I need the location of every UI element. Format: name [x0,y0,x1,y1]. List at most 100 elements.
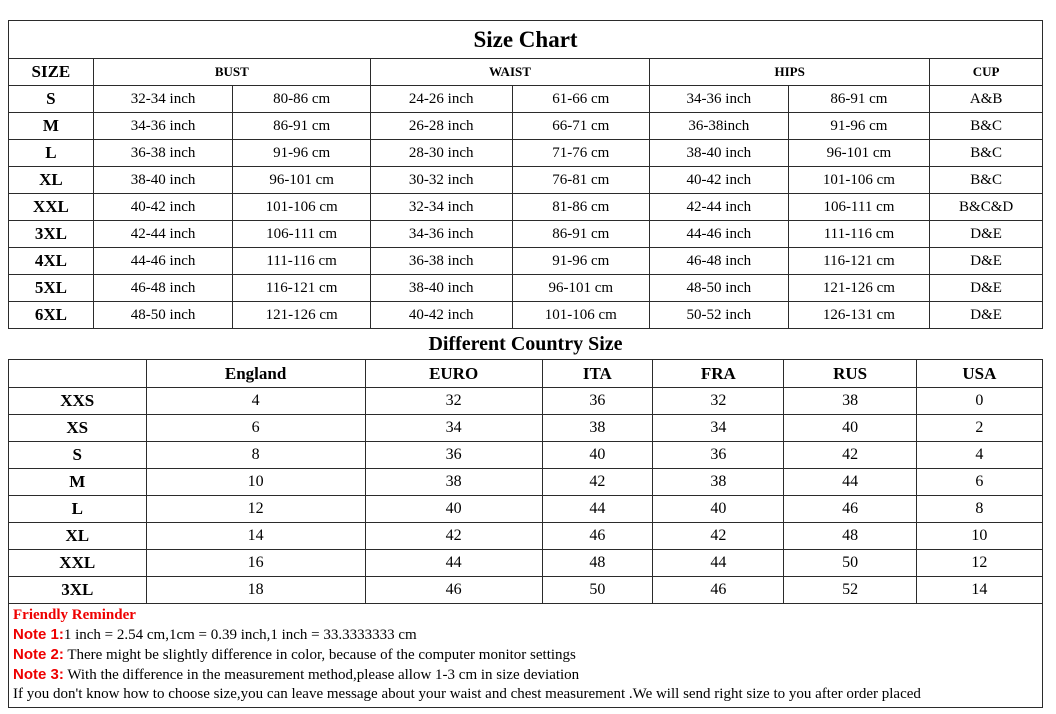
cell-waist_cm: 86-91 cm [511,220,651,248]
table-row: M 10 38 42 38 44 6 [8,468,1044,496]
column-header-cup: CUP [929,58,1043,86]
cell-bust_inch: 34-36 inch [92,112,234,140]
table-row: 3XL 18 46 50 46 52 14 [8,576,1044,604]
cell-value: 48 [541,549,654,577]
cell-waist_inch: 34-36 inch [369,220,513,248]
cell-value: 38 [364,468,543,496]
cell-hips_inch: 46-48 inch [649,247,789,275]
cell-value: 40 [783,414,917,442]
cell-waist_inch: 38-40 inch [369,274,513,302]
cell-size-label: XXS [8,387,147,415]
cell-hips_inch: 34-36 inch [649,85,789,113]
cell-value: 8 [915,495,1044,523]
cell-waist_cm: 76-81 cm [511,166,651,194]
column-header-bust: BUST [92,58,371,86]
table-row: XS 6 34 38 34 40 2 [8,414,1044,442]
cell-hips_cm: 86-91 cm [787,85,931,113]
table-row: 3XL 42-44 inch 106-111 cm 34-36 inch 86-91 c… [8,220,1043,248]
cell-waist_inch: 24-26 inch [369,85,513,113]
cell-cup: B&C&D [929,193,1043,221]
cell-value: 46 [783,495,917,523]
table-row: M 34-36 inch 86-91 cm 26-28 inch 66-71 cm 36-… [8,112,1043,140]
size-chart-table: Size Chart SIZE BUST WAIST HIPS CUP S 32-… [8,20,1043,329]
cell-value: 34 [652,414,785,442]
cell-waist_cm: 66-71 cm [511,112,651,140]
cell-value: 16 [145,549,366,577]
cell-cup: D&E [929,247,1043,275]
column-header-england: England [145,359,366,388]
table-row: 6XL 48-50 inch 121-126 cm 40-42 inch 101-106… [8,301,1043,329]
cell-waist_cm: 101-106 cm [511,301,651,329]
cell-value: 38 [783,387,917,415]
cell-hips_inch: 36-38inch [649,112,789,140]
cell-cup: D&E [929,220,1043,248]
cell-size: 3XL [8,220,94,248]
cell-value: 46 [652,576,785,604]
cell-bust_cm: 106-111 cm [232,220,371,248]
table-row: L 36-38 inch 91-96 cm 28-30 inch 71-76 cm 38-… [8,139,1043,167]
table-row: XL 14 42 46 42 48 10 [8,522,1044,550]
cell-size: M [8,112,94,140]
cell-hips_cm: 111-116 cm [787,220,931,248]
note-text: There might be slightly difference in co… [63,647,576,663]
cell-hips_cm: 116-121 cm [787,247,931,275]
cell-hips_inch: 42-44 inch [649,193,789,221]
cell-value: 46 [541,522,654,550]
cell-waist_cm: 96-101 cm [511,274,651,302]
cell-value: 8 [145,441,366,469]
cell-waist_inch: 32-34 inch [369,193,513,221]
column-header-usa: USA [915,359,1044,388]
cell-waist_inch: 30-32 inch [369,166,513,194]
cell-size-label: XS [8,414,147,442]
cell-value: 36 [541,387,654,415]
cell-bust_inch: 44-46 inch [92,247,234,275]
cell-value: 44 [364,549,543,577]
cell-bust_inch: 32-34 inch [92,85,234,113]
cell-value: 6 [145,414,366,442]
table-row: 5XL 46-48 inch 116-121 cm 38-40 inch 96-101 … [8,274,1043,302]
cell-value: 50 [783,549,917,577]
cell-hips_cm: 96-101 cm [787,139,931,167]
column-header-fra: FRA [652,359,785,388]
table-row: L 12 40 44 40 46 8 [8,495,1044,523]
cell-value: 40 [364,495,543,523]
cell-size-label: XXL [8,549,147,577]
table-row: XXL 40-42 inch 101-106 cm 32-34 inch 81-86 c… [8,193,1043,221]
cell-waist_inch: 26-28 inch [369,112,513,140]
cell-value: 4 [915,441,1044,469]
cell-value: 42 [541,468,654,496]
cell-hips_inch: 50-52 inch [649,301,789,329]
cell-value: 0 [915,387,1044,415]
table-row: S 8 36 40 36 42 4 [8,441,1044,469]
cell-value: 14 [915,576,1044,604]
cell-bust_cm: 80-86 cm [232,85,371,113]
cell-size: L [8,139,94,167]
cell-size: 4XL [8,247,94,275]
cell-waist_cm: 81-86 cm [511,193,651,221]
cell-value: 42 [783,441,917,469]
cell-hips_inch: 38-40 inch [649,139,789,167]
friendly-reminder-title: Friendly Reminder [13,607,136,623]
cell-bust_cm: 101-106 cm [232,193,371,221]
cell-waist_inch: 36-38 inch [369,247,513,275]
cell-cup: B&C [929,139,1043,167]
cell-value: 42 [652,522,785,550]
cell-value: 48 [783,522,917,550]
cell-size: 6XL [8,301,94,329]
cell-bust_inch: 40-42 inch [92,193,234,221]
cell-value: 52 [783,576,917,604]
cell-value: 10 [915,522,1044,550]
note-text: With the difference in the measurement m… [63,667,580,683]
cell-cup: B&C [929,112,1043,140]
cell-value: 44 [783,468,917,496]
cell-waist_inch: 28-30 inch [369,139,513,167]
size-chart-title-row: Size Chart [8,20,1043,59]
cell-waist_cm: 71-76 cm [511,139,651,167]
cell-value: 34 [364,414,543,442]
notes-list: Note 1:1 inch = 2.54 cm,1cm = 0.39 inch,… [13,625,1038,685]
cell-value: 42 [364,522,543,550]
column-header-waist: WAIST [369,58,651,86]
cell-value: 6 [915,468,1044,496]
cell-hips_cm: 106-111 cm [787,193,931,221]
cell-value: 2 [915,414,1044,442]
